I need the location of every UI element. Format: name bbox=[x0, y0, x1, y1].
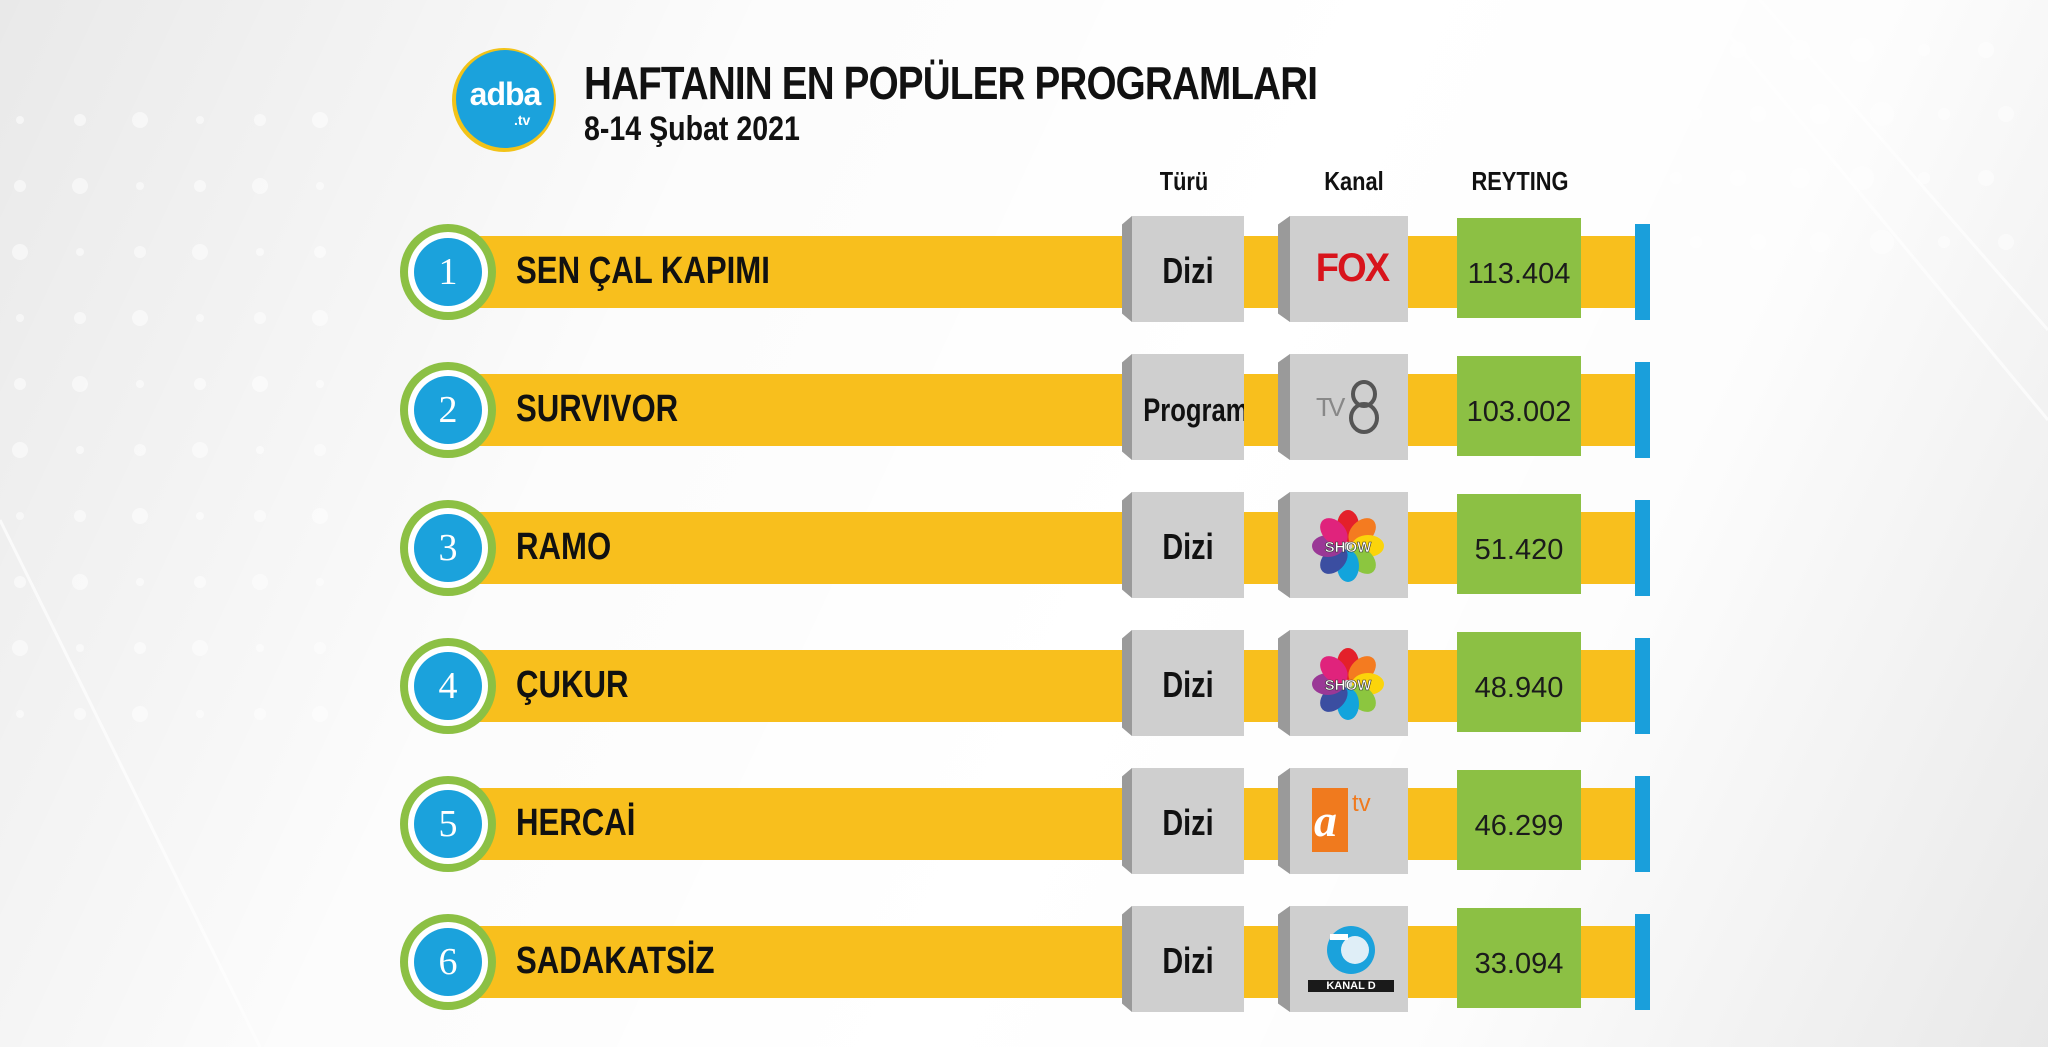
row-bar bbox=[450, 926, 1635, 998]
header: adba .tv HAFTANIN EN POPÜLER PROGRAMLARI… bbox=[452, 48, 1352, 158]
rating-value: 46.299 bbox=[1474, 810, 1564, 842]
table-row: 5 HERCAİ Dizi a tv 46.299 bbox=[400, 768, 1652, 876]
rank-badge: 3 bbox=[400, 500, 496, 596]
rating-value: 33.094 bbox=[1474, 948, 1564, 980]
row-end-accent bbox=[1635, 776, 1650, 872]
fox-logo-icon: FOX bbox=[1315, 246, 1390, 290]
table-row: 6 SADAKATSİZ Dizi KANAL D 33.094 bbox=[400, 906, 1652, 1014]
rank-badge: 1 bbox=[400, 224, 496, 320]
type-label: Dizi bbox=[1162, 664, 1214, 705]
table-row: 2 SURVIVOR Program T V 103.002 bbox=[400, 354, 1652, 462]
row-end-accent bbox=[1635, 638, 1650, 734]
type-label: Dizi bbox=[1162, 526, 1214, 567]
type-cell: Dizi bbox=[1122, 906, 1244, 1012]
channel-cell: FOX bbox=[1278, 216, 1408, 322]
row-bar bbox=[450, 650, 1635, 722]
rank-badge: 4 bbox=[400, 638, 496, 734]
rank-number: 4 bbox=[414, 652, 482, 720]
svg-text:V: V bbox=[1328, 392, 1346, 422]
program-name: SEN ÇAL KAPIMI bbox=[516, 250, 770, 292]
type-label: Dizi bbox=[1162, 940, 1214, 981]
kanald-logo-icon: KANAL D bbox=[1308, 920, 1394, 1002]
type-cell: Dizi bbox=[1122, 768, 1244, 874]
row-bar bbox=[450, 512, 1635, 584]
type-cell: Dizi bbox=[1122, 216, 1244, 322]
rank-number: 5 bbox=[414, 790, 482, 858]
adba-tv-logo: adba .tv bbox=[452, 48, 556, 152]
rating-cell: 103.002 bbox=[1457, 356, 1581, 456]
row-bar bbox=[450, 236, 1635, 308]
rating-value: 113.404 bbox=[1467, 258, 1571, 290]
type-cell: Program bbox=[1122, 354, 1244, 460]
rating-cell: 33.094 bbox=[1457, 908, 1581, 1008]
rating-cell: 51.420 bbox=[1457, 494, 1581, 594]
date-range: 8-14 Şubat 2021 bbox=[584, 110, 800, 148]
table-row: 1 SEN ÇAL KAPIMI Dizi FOX 113.404 bbox=[400, 216, 1652, 324]
row-bar bbox=[450, 788, 1635, 860]
row-end-accent bbox=[1635, 914, 1650, 1010]
svg-text:T: T bbox=[1316, 392, 1332, 422]
rating-cell: 48.940 bbox=[1457, 632, 1581, 732]
channel-cell: KANAL D bbox=[1278, 906, 1408, 1012]
rank-number: 6 bbox=[414, 928, 482, 996]
logo-text: adba bbox=[469, 76, 542, 112]
column-header-channel: Kanal bbox=[1324, 166, 1384, 196]
rating-cell: 113.404 bbox=[1457, 218, 1581, 318]
svg-text:SHOW: SHOW bbox=[1325, 539, 1373, 556]
rank-badge: 2 bbox=[400, 362, 496, 458]
type-label: Dizi bbox=[1162, 802, 1214, 843]
channel-cell: SHOW bbox=[1278, 492, 1408, 598]
rating-cell: 46.299 bbox=[1457, 770, 1581, 870]
logo-sub-text: .tv bbox=[514, 112, 531, 128]
row-end-accent bbox=[1635, 362, 1650, 458]
program-name: ÇUKUR bbox=[516, 664, 629, 706]
rating-value: 51.420 bbox=[1474, 534, 1564, 566]
rank-badge: 6 bbox=[400, 914, 496, 1010]
program-name: RAMO bbox=[516, 526, 612, 568]
type-label: Dizi bbox=[1162, 250, 1214, 291]
row-end-accent bbox=[1635, 500, 1650, 596]
rank-number: 3 bbox=[414, 514, 482, 582]
column-header-type: Türü bbox=[1159, 166, 1209, 196]
row-end-accent bbox=[1635, 224, 1650, 320]
rank-number: 1 bbox=[414, 238, 482, 306]
rating-value: 103.002 bbox=[1466, 396, 1572, 428]
svg-text:SHOW: SHOW bbox=[1325, 677, 1373, 694]
row-bar bbox=[450, 374, 1635, 446]
table-row: 3 RAMO Dizi SHOW 51.420 bbox=[400, 492, 1652, 600]
channel-cell: SHOW bbox=[1278, 630, 1408, 736]
program-name: SADAKATSİZ bbox=[516, 940, 715, 982]
rank-number: 2 bbox=[414, 376, 482, 444]
show-logo-icon: SHOW bbox=[1312, 648, 1384, 720]
column-header-rating: REYTING bbox=[1471, 166, 1569, 196]
page-title: HAFTANIN EN POPÜLER PROGRAMLARI bbox=[584, 57, 1318, 109]
channel-cell: a tv bbox=[1278, 768, 1408, 874]
rating-value: 48.940 bbox=[1474, 672, 1564, 704]
table-row: 4 ÇUKUR Dizi SHOW 48.940 bbox=[400, 630, 1652, 738]
type-cell: Dizi bbox=[1122, 492, 1244, 598]
show-logo-icon: SHOW bbox=[1312, 510, 1384, 582]
type-cell: Dizi bbox=[1122, 630, 1244, 736]
atv-logo-icon: a tv bbox=[1312, 782, 1392, 852]
rank-badge: 5 bbox=[400, 776, 496, 872]
program-name: HERCAİ bbox=[516, 802, 636, 844]
type-label: Program bbox=[1143, 392, 1249, 428]
program-name: SURVIVOR bbox=[516, 388, 679, 430]
